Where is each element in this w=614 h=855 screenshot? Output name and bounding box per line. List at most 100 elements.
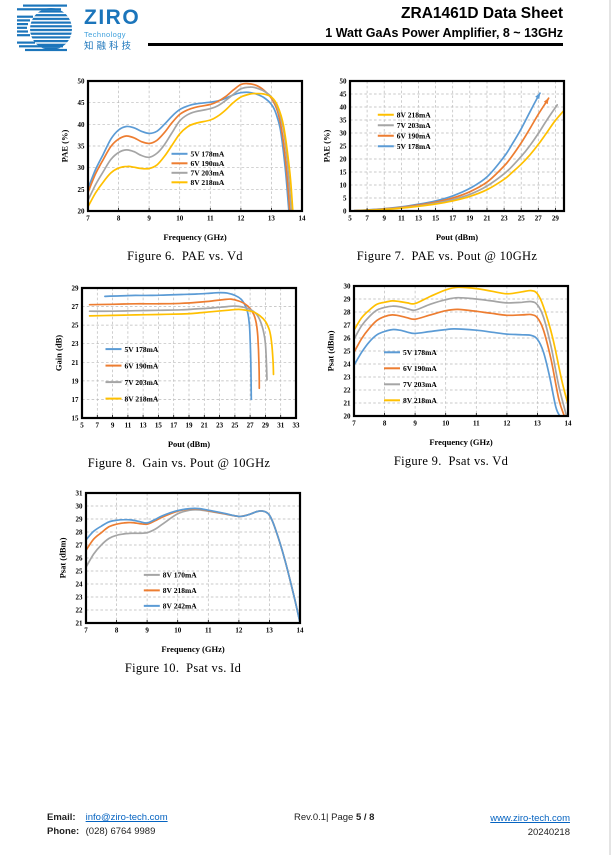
svg-text:25: 25 bbox=[72, 322, 80, 330]
svg-text:31: 31 bbox=[277, 422, 285, 430]
footer-contact: Email: info@ziro-tech.com Phone: (028) 6… bbox=[47, 811, 168, 838]
svg-text:10: 10 bbox=[176, 215, 184, 223]
svg-text:7: 7 bbox=[86, 215, 90, 223]
svg-text:17: 17 bbox=[72, 396, 80, 404]
svg-text:11: 11 bbox=[205, 627, 212, 635]
svg-text:15: 15 bbox=[340, 169, 348, 177]
svg-text:27: 27 bbox=[344, 322, 352, 330]
logo-subtitle: Technology bbox=[84, 30, 126, 39]
svg-text:8: 8 bbox=[115, 627, 119, 635]
website-link[interactable]: www.ziro-tech.com bbox=[490, 813, 570, 824]
svg-text:35: 35 bbox=[78, 143, 86, 151]
svg-text:5V 178mA: 5V 178mA bbox=[403, 348, 437, 357]
svg-text:27: 27 bbox=[535, 215, 543, 223]
figure-7: 5 7 9 11 13 15 17 19 21 23 25 27 29 0 5 10 15 20 25 30 35 40 4… bbox=[320, 74, 574, 264]
svg-text:7V 203mA: 7V 203mA bbox=[403, 380, 437, 389]
svg-text:11: 11 bbox=[207, 215, 214, 223]
svg-text:29: 29 bbox=[552, 215, 560, 223]
svg-text:28: 28 bbox=[76, 529, 84, 537]
svg-text:7V 203mA: 7V 203mA bbox=[191, 169, 225, 178]
svg-text:0: 0 bbox=[343, 208, 347, 216]
svg-text:40: 40 bbox=[78, 121, 86, 129]
svg-text:19: 19 bbox=[466, 215, 474, 223]
svg-text:8V 170mA: 8V 170mA bbox=[163, 571, 197, 580]
figure-9: 7 8 9 10 11 12 13 14 20 21 22 23 24 25 26 27 28 29 30 Frequ… bbox=[324, 279, 578, 469]
svg-text:Frequency (GHz): Frequency (GHz) bbox=[161, 644, 225, 654]
svg-text:17: 17 bbox=[170, 422, 178, 430]
svg-text:21: 21 bbox=[344, 400, 352, 408]
svg-text:19: 19 bbox=[186, 422, 194, 430]
svg-text:11: 11 bbox=[473, 420, 480, 428]
svg-text:25: 25 bbox=[518, 215, 526, 223]
svg-text:10: 10 bbox=[174, 627, 182, 635]
svg-text:21: 21 bbox=[72, 359, 80, 367]
svg-text:9: 9 bbox=[145, 627, 149, 635]
svg-text:30: 30 bbox=[344, 283, 352, 291]
svg-text:PAE (%): PAE (%) bbox=[322, 130, 332, 163]
figure-7-chart: 5 7 9 11 13 15 17 19 21 23 25 27 29 0 5 10 15 20 25 30 35 40 4… bbox=[320, 74, 574, 244]
svg-text:11: 11 bbox=[398, 215, 405, 223]
svg-text:Psat (dBm): Psat (dBm) bbox=[58, 537, 68, 578]
svg-text:25: 25 bbox=[231, 422, 239, 430]
svg-text:13: 13 bbox=[268, 215, 276, 223]
svg-text:8: 8 bbox=[117, 215, 121, 223]
svg-text:15: 15 bbox=[432, 215, 440, 223]
svg-text:50: 50 bbox=[340, 78, 348, 86]
logo-name: ZIRO bbox=[84, 6, 141, 29]
svg-text:13: 13 bbox=[534, 420, 542, 428]
svg-text:24: 24 bbox=[344, 361, 352, 369]
svg-text:29: 29 bbox=[76, 516, 84, 524]
svg-text:29: 29 bbox=[262, 422, 270, 430]
ziro-logo-icon bbox=[17, 4, 72, 52]
svg-text:14: 14 bbox=[297, 627, 305, 635]
svg-text:12: 12 bbox=[237, 215, 245, 223]
svg-text:5: 5 bbox=[80, 422, 84, 430]
svg-text:7: 7 bbox=[96, 422, 100, 430]
email-link[interactable]: info@ziro-tech.com bbox=[85, 812, 168, 823]
svg-text:13: 13 bbox=[140, 422, 148, 430]
svg-text:21: 21 bbox=[484, 215, 492, 223]
figure-6-caption: Figure 6. PAE vs. Vd bbox=[127, 249, 243, 263]
figure-9-caption: Figure 9. Psat vs. Vd bbox=[393, 454, 509, 468]
svg-text:7: 7 bbox=[352, 420, 356, 428]
svg-text:25: 25 bbox=[78, 186, 86, 194]
svg-text:45: 45 bbox=[340, 91, 348, 99]
footer-revision: Rev.0.1| Page 5 / 8 bbox=[294, 812, 374, 823]
phone-label: Phone: bbox=[47, 825, 80, 837]
footer-phone-row: Phone: (028) 6764 9989 bbox=[47, 825, 168, 839]
svg-text:30: 30 bbox=[78, 164, 86, 172]
svg-text:8V 218mA: 8V 218mA bbox=[125, 394, 159, 403]
svg-text:15: 15 bbox=[72, 415, 80, 423]
svg-text:6V 190mA: 6V 190mA bbox=[403, 364, 437, 373]
figure-9-chart: 7 8 9 10 11 12 13 14 20 21 22 23 24 25 26 27 28 29 30 Frequ… bbox=[324, 279, 578, 449]
svg-text:20: 20 bbox=[340, 156, 348, 164]
svg-text:15: 15 bbox=[155, 422, 163, 430]
svg-text:Pout (dBm): Pout (dBm) bbox=[168, 439, 210, 449]
svg-text:Frequency (GHz): Frequency (GHz) bbox=[163, 232, 227, 242]
svg-text:19: 19 bbox=[72, 377, 80, 385]
svg-text:35: 35 bbox=[340, 117, 348, 125]
figure-10-caption: Figure 10. Psat vs. Id bbox=[124, 661, 242, 675]
svg-text:Frequency (GHz): Frequency (GHz) bbox=[429, 437, 493, 447]
svg-text:23: 23 bbox=[501, 215, 509, 223]
svg-text:7V 203mA: 7V 203mA bbox=[397, 121, 431, 130]
svg-text:11: 11 bbox=[125, 422, 132, 430]
svg-text:13: 13 bbox=[266, 627, 274, 635]
svg-text:25: 25 bbox=[340, 143, 348, 151]
svg-text:21: 21 bbox=[201, 422, 209, 430]
header-divider bbox=[148, 43, 563, 47]
svg-text:9: 9 bbox=[413, 420, 417, 428]
svg-text:9: 9 bbox=[147, 215, 151, 223]
figure-10: 7 8 9 10 11 12 13 14 21 22 23 24 25 26 27 28 29 30 31 Frequ… bbox=[56, 486, 310, 676]
svg-text:20: 20 bbox=[344, 413, 352, 421]
svg-text:26: 26 bbox=[76, 555, 84, 563]
figure-10-chart: 7 8 9 10 11 12 13 14 21 22 23 24 25 26 27 28 29 30 31 Frequ… bbox=[56, 486, 310, 656]
svg-text:24: 24 bbox=[76, 581, 84, 589]
svg-text:9: 9 bbox=[382, 215, 386, 223]
svg-text:5V 178mA: 5V 178mA bbox=[125, 345, 159, 354]
svg-text:23: 23 bbox=[344, 374, 352, 382]
svg-text:22: 22 bbox=[76, 607, 84, 615]
figure-6-chart: 7 8 9 10 11 12 13 14 20 25 30 35 40 45 50 Frequency (GH… bbox=[58, 74, 312, 244]
svg-text:Psat (dBm): Psat (dBm) bbox=[326, 330, 336, 371]
logo-chinese-name: 知融科技 bbox=[84, 40, 135, 52]
